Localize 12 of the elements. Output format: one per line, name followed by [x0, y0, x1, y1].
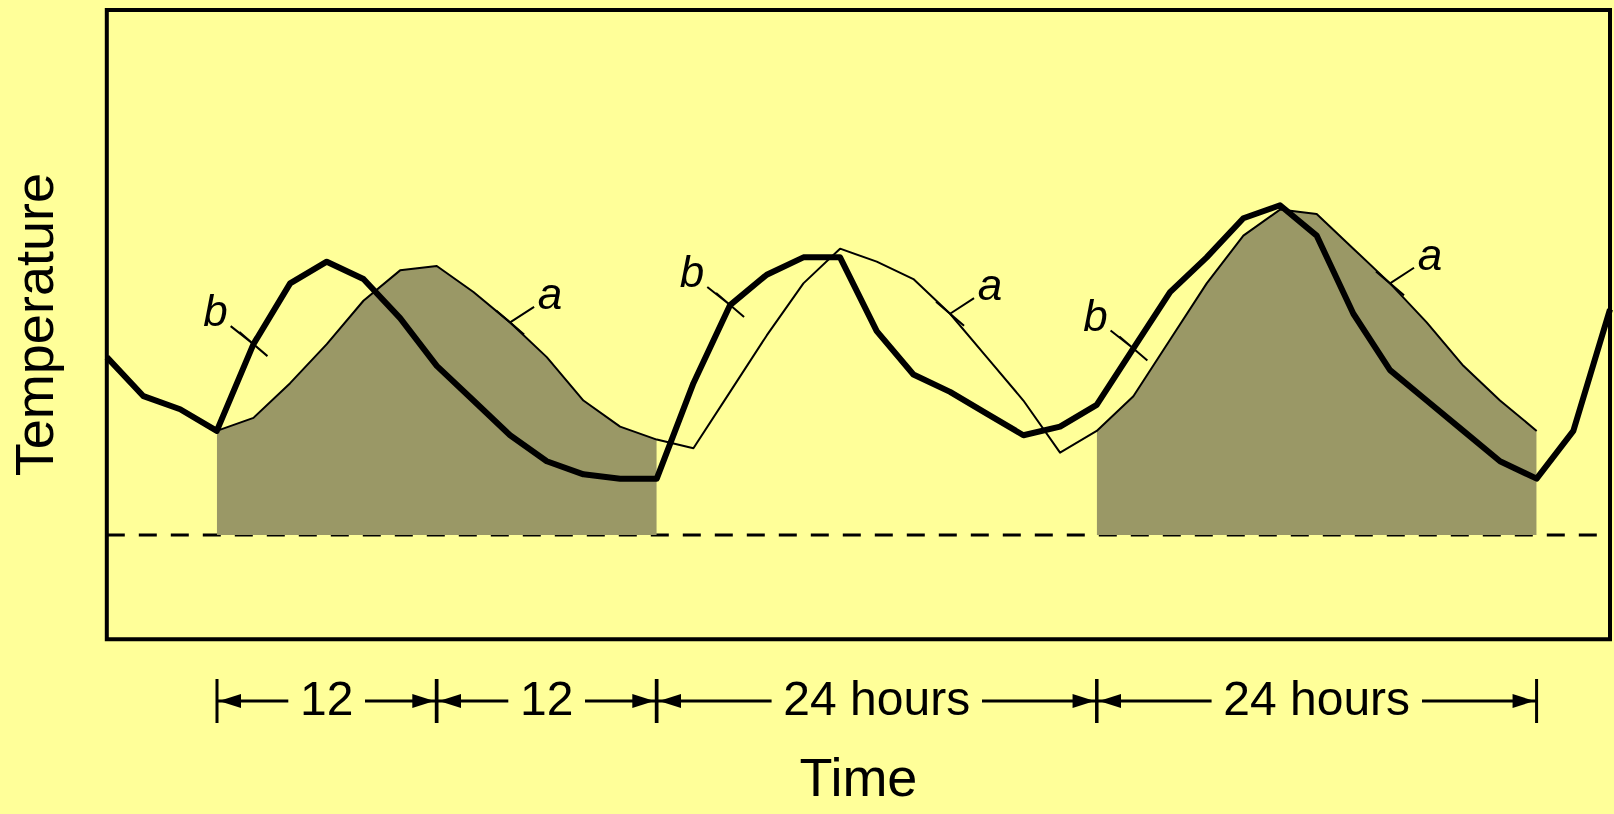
y-axis-title: Temperature: [4, 173, 65, 477]
series-label: b: [203, 286, 228, 336]
text: a: [1417, 229, 1443, 279]
text: b: [1083, 290, 1108, 340]
text: a: [977, 259, 1003, 309]
text: b: [679, 247, 705, 297]
text: 12: [300, 672, 354, 726]
text: 24 hours: [1223, 672, 1411, 726]
text: 24 hours: [783, 672, 971, 726]
x-axis-title: Time: [799, 747, 918, 808]
text: 12: [520, 672, 574, 726]
legend-label: a: [537, 268, 563, 318]
